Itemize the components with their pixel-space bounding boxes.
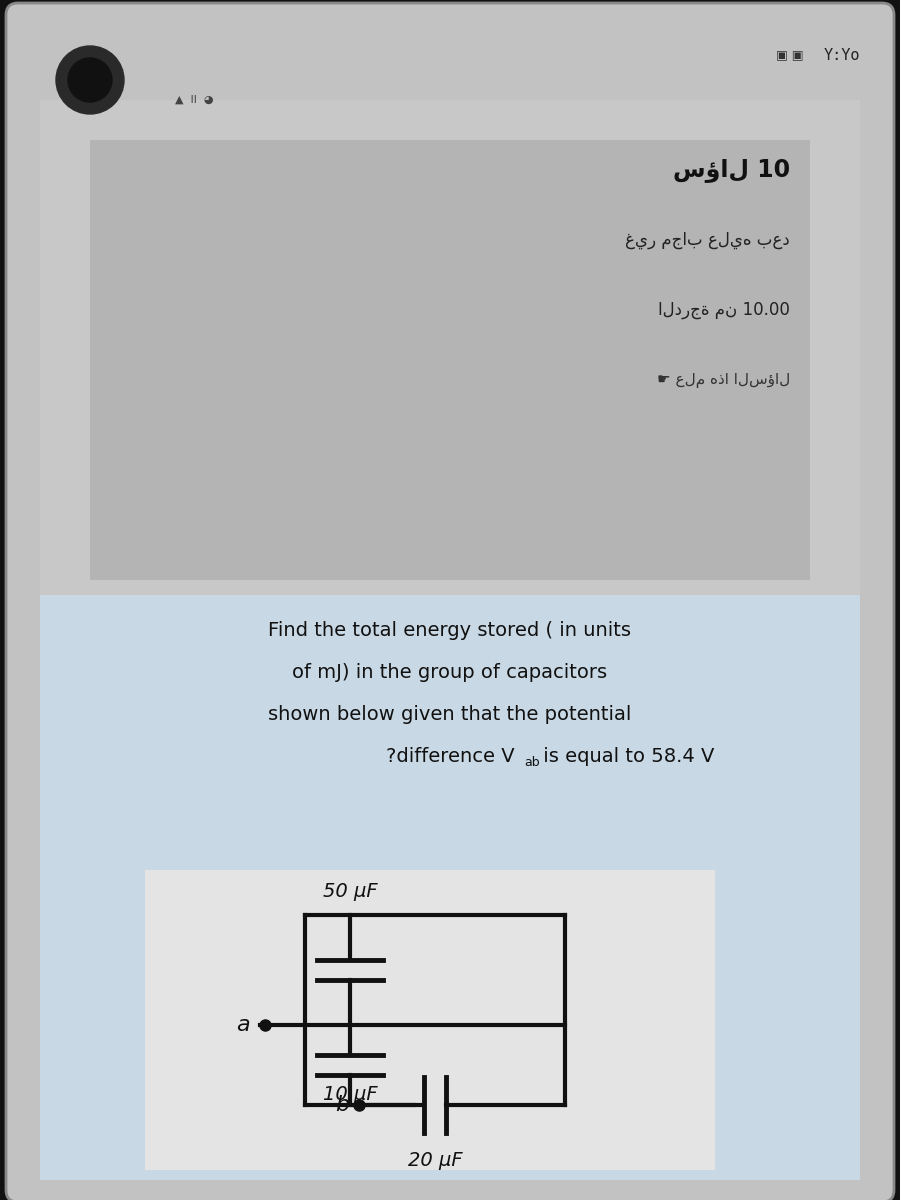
Text: shown below given that the potential: shown below given that the potential [268, 704, 632, 724]
Text: سؤال 10: سؤال 10 [673, 158, 790, 182]
Text: ?difference V: ?difference V [386, 746, 514, 766]
Circle shape [68, 58, 112, 102]
Bar [40, 860, 860, 1180]
Text: a: a [237, 1015, 250, 1034]
Text: ab: ab [524, 756, 540, 768]
Text: غير مجاب عليه بعد: غير مجاب عليه بعد [626, 230, 790, 248]
Text: is equal to 58.4 V: is equal to 58.4 V [537, 746, 715, 766]
Circle shape [56, 46, 124, 114]
Text: b: b [335, 1094, 349, 1115]
Text: 20 μF: 20 μF [408, 1151, 463, 1170]
Text: الدرجة من 10.00: الدرجة من 10.00 [658, 301, 790, 319]
Text: 50 μF: 50 μF [323, 882, 377, 901]
FancyBboxPatch shape [6, 2, 894, 1200]
Bar [40, 100, 860, 620]
Text: of mJ) in the group of capacitors: of mJ) in the group of capacitors [292, 662, 608, 682]
Bar [40, 595, 860, 860]
Bar [145, 870, 715, 1170]
Bar [90, 140, 810, 580]
Text: ▣ ▣: ▣ ▣ [776, 48, 804, 61]
Text: Find the total energy stored ( in units: Find the total energy stored ( in units [268, 620, 632, 640]
Text: ☛ علم هذا السؤال: ☛ علم هذا السؤال [657, 372, 790, 388]
Text: ▲  Il  ◕: ▲ Il ◕ [175, 95, 213, 104]
Text: 10 μF: 10 μF [323, 1085, 377, 1104]
Text: Y:Yo: Y:Yo [824, 48, 860, 62]
